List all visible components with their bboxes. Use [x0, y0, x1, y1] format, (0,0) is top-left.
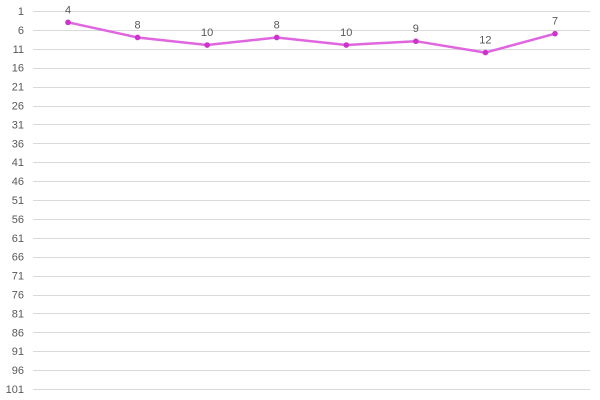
y-tick-label: 96: [12, 365, 24, 377]
y-tick-label: 71: [12, 271, 24, 283]
y-tick-label: 1: [18, 6, 24, 18]
series-line: [66, 21, 557, 54]
data-point: [343, 42, 350, 48]
gridlines: [33, 11, 590, 390]
y-tick-label: 6: [18, 25, 24, 37]
y-tick-label: 61: [12, 233, 24, 245]
y-tick-label: 16: [12, 63, 24, 75]
y-tick-label: 91: [12, 346, 24, 358]
data-point: [552, 30, 558, 37]
data-label: 12: [479, 35, 491, 47]
y-axis-tick-labels: 1611162126313641465156616671768186919610…: [6, 6, 24, 396]
data-label: 10: [201, 27, 213, 39]
y-tick-label: 56: [12, 214, 24, 226]
data-label: 8: [274, 19, 280, 31]
data-point: [413, 38, 419, 45]
y-tick-label: 66: [12, 252, 24, 264]
y-tick-label: 11: [13, 44, 24, 56]
data-label: 7: [552, 16, 558, 28]
y-tick-label: 76: [12, 290, 24, 302]
data-point: [134, 34, 141, 41]
y-tick-label: 31: [12, 119, 24, 131]
y-tick-label: 46: [12, 176, 24, 188]
data-label: 8: [135, 19, 141, 31]
y-tick-label: 26: [12, 101, 24, 113]
data-label: 10: [340, 27, 352, 39]
y-tick-label: 51: [12, 195, 24, 207]
data-point: [273, 34, 280, 41]
y-tick-label: 81: [12, 308, 24, 320]
data-label: 4: [65, 4, 71, 16]
data-point: [204, 42, 210, 48]
y-tick-label: 41: [12, 157, 24, 169]
data-labels: 4 8 10 8 10 9 12 7: [65, 4, 558, 46]
y-tick-label: 101: [6, 384, 24, 396]
series-layer: [65, 19, 558, 56]
y-tick-label: 36: [12, 138, 24, 150]
data-label: 9: [413, 23, 419, 35]
data-point: [65, 19, 71, 26]
y-tick-label: 86: [12, 327, 24, 339]
data-point: [482, 49, 489, 56]
y-tick-label: 21: [12, 82, 24, 94]
